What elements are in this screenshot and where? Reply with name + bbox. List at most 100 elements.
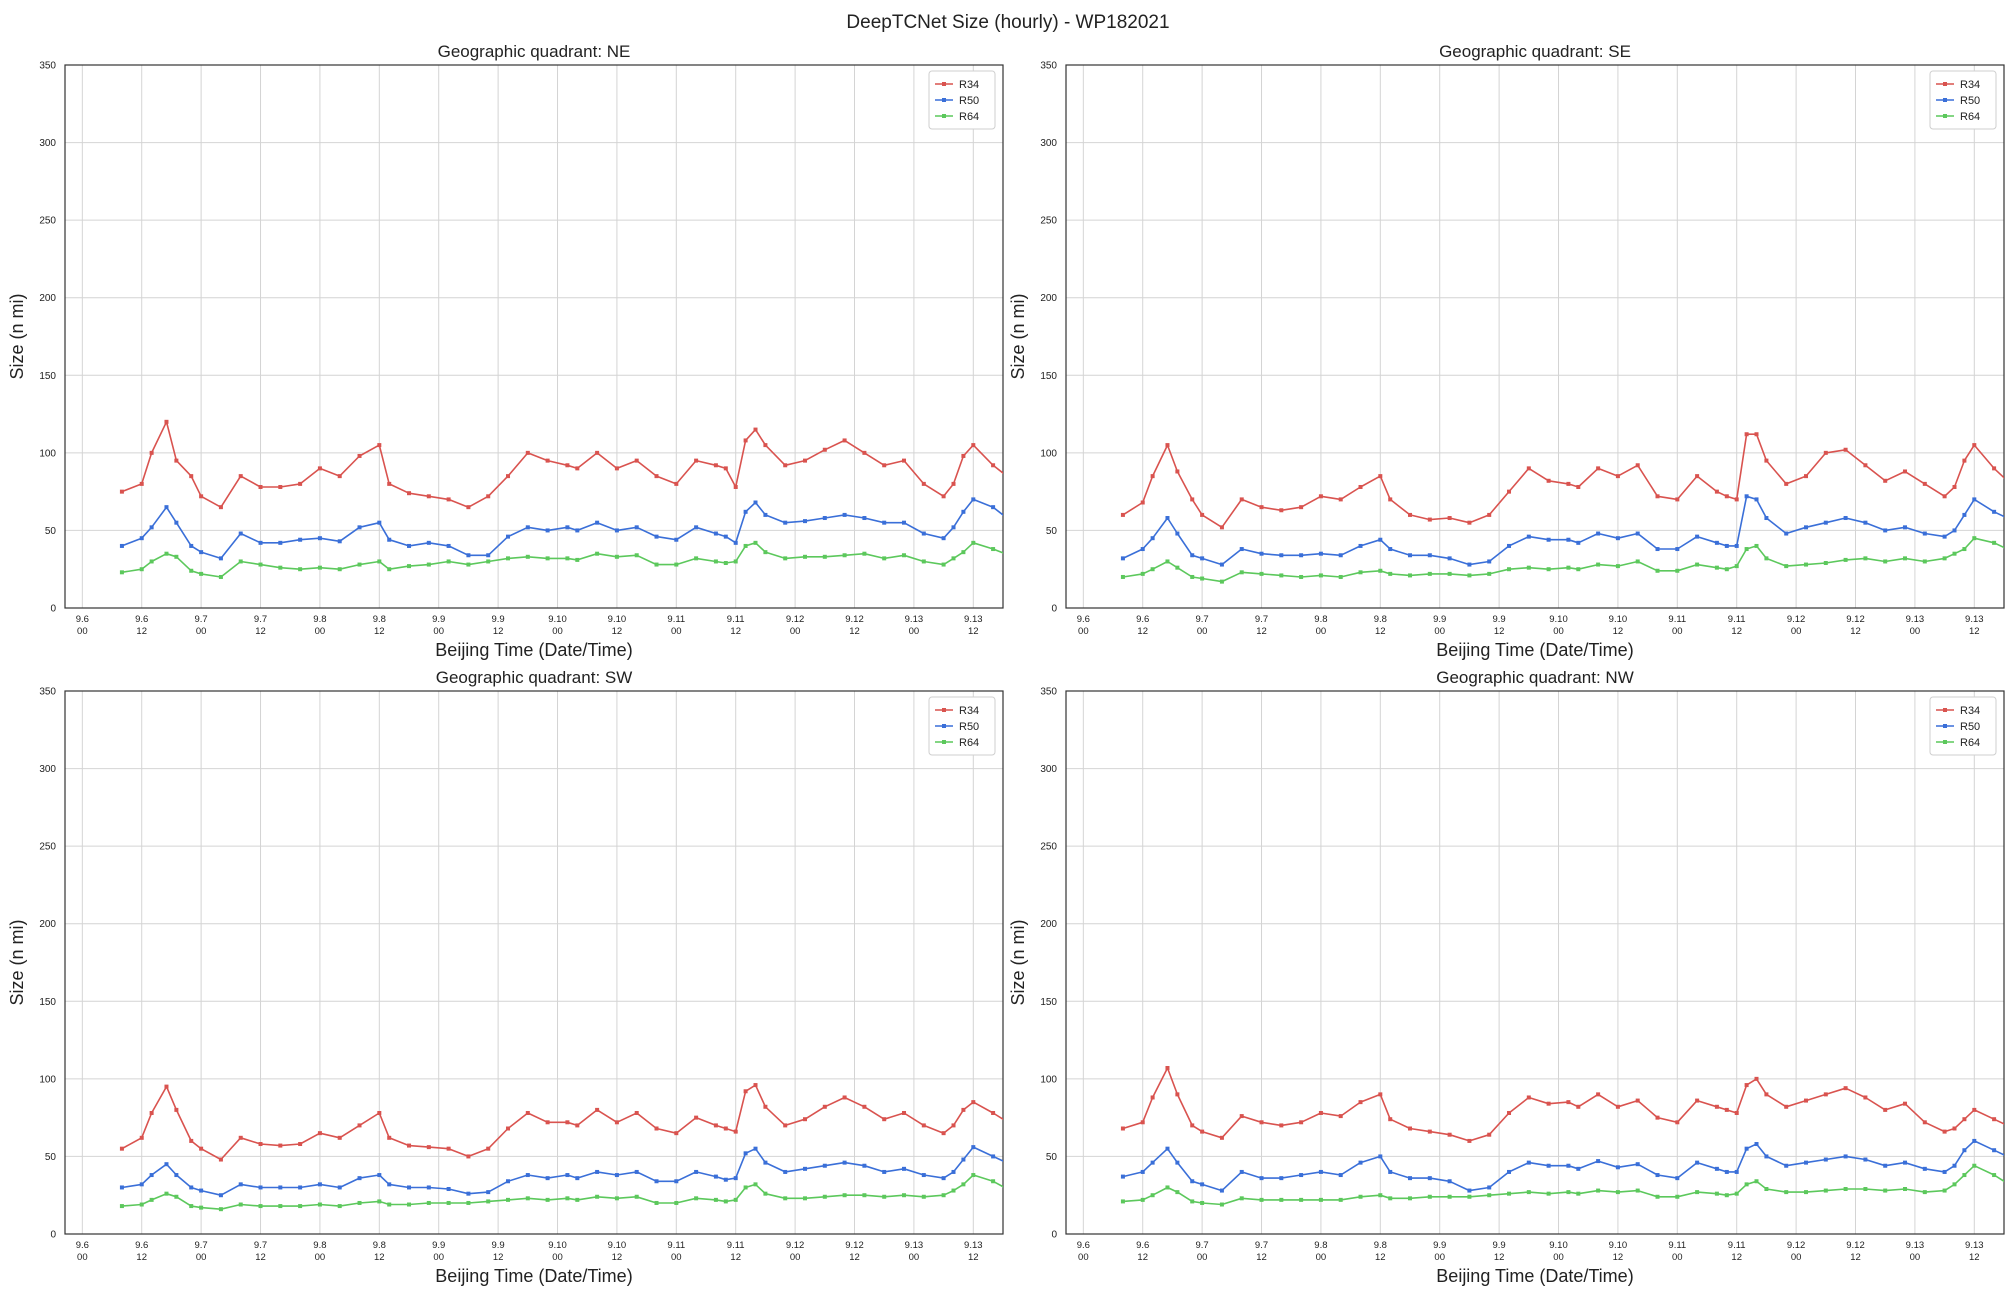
x-tick-label-date: 9.10 bbox=[608, 1240, 627, 1251]
data-point-r34 bbox=[694, 458, 699, 463]
x-tick-label-hour: 12 bbox=[1850, 626, 1861, 637]
data-point-r64 bbox=[991, 1179, 996, 1184]
data-point-r34 bbox=[941, 1131, 946, 1136]
data-point-r64 bbox=[466, 562, 471, 567]
data-point-r50 bbox=[317, 1182, 322, 1187]
x-tick-label-date: 9.6 bbox=[1077, 1240, 1090, 1251]
x-tick-label-date: 9.12 bbox=[786, 1240, 805, 1251]
data-point-r64 bbox=[1427, 1194, 1432, 1199]
data-point-r34 bbox=[1031, 1128, 1035, 1132]
data-point-r64 bbox=[1427, 571, 1432, 576]
data-point-r64 bbox=[506, 556, 511, 561]
data-point-r64 bbox=[317, 1202, 322, 1207]
data-point-r64 bbox=[238, 1202, 243, 1207]
data-point-r50 bbox=[763, 512, 768, 517]
data-point-r64 bbox=[842, 1193, 847, 1198]
data-point-r34 bbox=[1408, 1126, 1413, 1131]
data-point-r64 bbox=[1140, 571, 1145, 576]
data-point-r34 bbox=[2012, 485, 2016, 489]
data-point-r64 bbox=[278, 565, 283, 570]
data-point-r64 bbox=[1903, 1187, 1908, 1192]
data-point-r50 bbox=[1408, 553, 1413, 558]
x-tick-label-hour: 12 bbox=[968, 1252, 979, 1263]
data-point-r50 bbox=[1200, 556, 1205, 561]
data-point-r50 bbox=[1259, 1176, 1264, 1181]
x-tick-label-date: 9.7 bbox=[195, 614, 208, 625]
x-tick-label-hour: 12 bbox=[968, 626, 979, 637]
x-tick-label-date: 9.12 bbox=[845, 614, 864, 625]
data-point-r50 bbox=[1952, 528, 1957, 533]
subplot-title: Geographic quadrant: NW bbox=[1436, 668, 1634, 687]
y-tick-label: 50 bbox=[1046, 1152, 1058, 1163]
data-point-r50 bbox=[506, 1179, 511, 1184]
legend-label-r50: R50 bbox=[1960, 95, 1980, 107]
data-point-r64 bbox=[763, 1191, 768, 1196]
data-point-r34 bbox=[1576, 1104, 1581, 1109]
data-point-r50 bbox=[595, 520, 600, 525]
data-point-r34 bbox=[763, 443, 768, 448]
legend-marker-r50 bbox=[942, 98, 946, 102]
data-point-r50 bbox=[357, 1176, 362, 1181]
legend-marker-r64 bbox=[942, 114, 946, 118]
data-point-r64 bbox=[1150, 567, 1155, 572]
data-point-r50 bbox=[1120, 1174, 1125, 1179]
data-point-r50 bbox=[971, 497, 976, 502]
x-tick-label-date: 9.7 bbox=[254, 1240, 267, 1251]
data-point-r64 bbox=[733, 559, 738, 564]
data-point-r50 bbox=[723, 534, 728, 539]
data-point-r64 bbox=[357, 1200, 362, 1205]
data-point-r34 bbox=[1120, 1108, 1124, 1112]
data-point-r50 bbox=[1942, 534, 1947, 539]
data-point-r50 bbox=[337, 539, 342, 544]
legend-marker-r34 bbox=[942, 82, 946, 86]
data-point-r50 bbox=[1526, 1160, 1531, 1165]
data-point-r50 bbox=[1972, 497, 1977, 502]
data-point-r34 bbox=[634, 458, 639, 463]
legend-label-r34: R34 bbox=[1960, 705, 1980, 717]
data-point-r34 bbox=[317, 1131, 322, 1136]
data-point-r50 bbox=[1507, 1169, 1512, 1174]
data-point-r64 bbox=[842, 553, 847, 558]
data-point-r50 bbox=[1408, 1176, 1413, 1181]
data-point-r34 bbox=[614, 1120, 619, 1125]
legend: R34 R50 R64 bbox=[928, 70, 996, 130]
data-point-r50 bbox=[466, 1191, 471, 1196]
data-point-r34 bbox=[1408, 512, 1413, 517]
x-tick-label-date: 9.13 bbox=[905, 1240, 924, 1251]
y-tick-label: 200 bbox=[39, 293, 56, 304]
data-point-r34 bbox=[971, 1100, 976, 1105]
data-point-r34 bbox=[1863, 463, 1868, 468]
data-point-r34 bbox=[783, 1123, 788, 1128]
data-point-r34 bbox=[1120, 512, 1125, 517]
y-tick-label: 100 bbox=[1040, 1074, 1057, 1085]
data-point-r64 bbox=[1487, 1193, 1492, 1198]
data-point-r50 bbox=[1942, 1169, 1947, 1174]
data-point-r34 bbox=[506, 1126, 511, 1131]
x-tick-label-date: 9.12 bbox=[845, 1240, 864, 1251]
data-point-r50 bbox=[139, 536, 144, 541]
data-point-r50 bbox=[164, 1162, 169, 1167]
data-point-r50 bbox=[1130, 1158, 1134, 1162]
data-point-r34 bbox=[1338, 1114, 1343, 1119]
data-point-r34 bbox=[1050, 1130, 1054, 1134]
data-point-r34 bbox=[258, 1142, 263, 1147]
data-point-r50 bbox=[1863, 520, 1868, 525]
data-point-r50 bbox=[1200, 1182, 1205, 1187]
y-tick-label: 300 bbox=[39, 138, 56, 149]
x-tick-label-hour: 12 bbox=[1731, 1252, 1742, 1263]
data-point-r34 bbox=[1120, 1126, 1125, 1131]
x-tick-label-hour: 12 bbox=[1613, 626, 1624, 637]
y-tick-label: 50 bbox=[45, 526, 57, 537]
x-tick-label-date: 9.8 bbox=[373, 1240, 386, 1251]
data-point-r64 bbox=[1675, 1194, 1680, 1199]
data-point-r34 bbox=[803, 458, 808, 463]
data-point-r50 bbox=[1427, 553, 1432, 558]
y-tick-label: 300 bbox=[39, 764, 56, 775]
data-point-r50 bbox=[357, 525, 362, 530]
data-point-r64 bbox=[1150, 1193, 1155, 1198]
data-point-r64 bbox=[575, 557, 580, 562]
data-point-r50 bbox=[387, 1182, 392, 1187]
data-point-r64 bbox=[317, 565, 322, 570]
x-tick-label-date: 9.9 bbox=[1493, 614, 1506, 625]
data-point-r64 bbox=[426, 562, 431, 567]
